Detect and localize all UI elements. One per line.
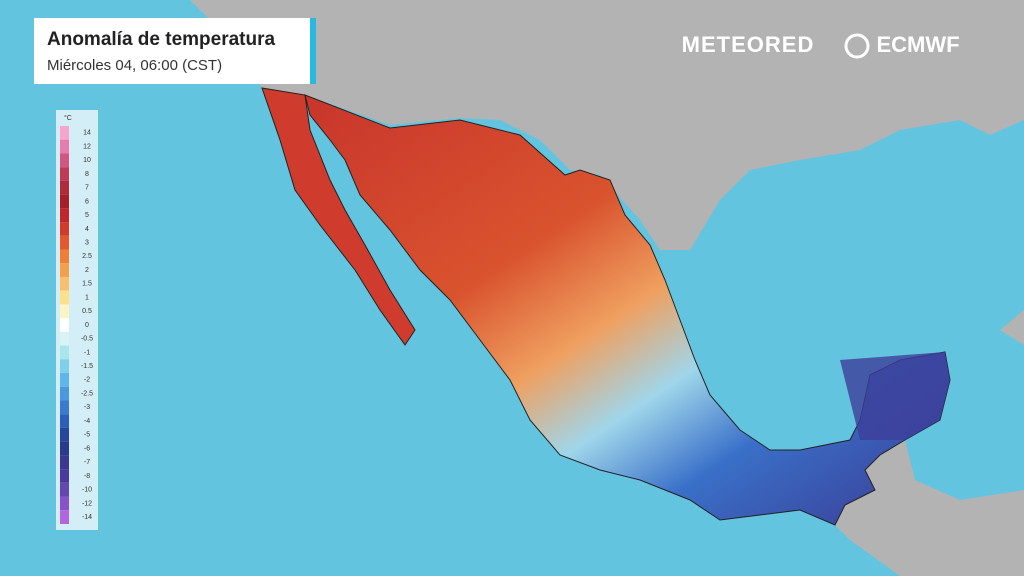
legend-swatch [60, 331, 69, 346]
legend-label: 8 [85, 171, 89, 178]
legend-label: 12 [83, 143, 91, 150]
legend-label: -1 [84, 349, 90, 356]
legend-swatch [60, 441, 69, 456]
legend-label: -4 [84, 418, 90, 425]
legend-swatch [60, 263, 69, 277]
legend: 14 12 10 8 7 6 5 4 3 2.5 2 1.5 1 0.5 0 -0.5 -1 -1.5 -2 -2.5… [60, 126, 93, 524]
legend-swatch [60, 400, 69, 415]
legend-swatch [60, 235, 69, 250]
legend-label: 0 [85, 322, 89, 329]
legend-label: 5 [85, 212, 89, 219]
legend-label: -3 [84, 404, 90, 411]
legend-swatch [60, 318, 69, 332]
legend-swatch [60, 386, 69, 401]
legend-label: -2.5 [81, 390, 93, 397]
legend-swatch [60, 153, 69, 168]
legend-swatch [60, 345, 69, 360]
legend-label: 2 [85, 267, 89, 274]
legend-swatch [60, 373, 69, 387]
legend-swatch [60, 510, 69, 524]
legend-label: 14 [83, 130, 91, 137]
legend-label: 4 [85, 226, 89, 233]
legend-swatch [60, 167, 69, 181]
legend-label: -0.5 [81, 336, 93, 343]
legend-unit: °C [64, 114, 72, 122]
title-box [34, 18, 316, 84]
legend-swatch [60, 427, 69, 442]
legend-swatch [60, 455, 69, 470]
land-central-america [835, 440, 1024, 576]
title-accent [310, 18, 316, 84]
legend-label: -10 [82, 487, 92, 494]
legend-label: -6 [84, 445, 90, 452]
legend-swatch [60, 290, 69, 305]
legend-label: -7 [84, 459, 90, 466]
legend-label: -12 [82, 500, 92, 507]
legend-label: -5 [84, 432, 90, 439]
legend-swatch [60, 180, 69, 195]
land-baja-california [261, 87, 416, 346]
title: Anomalía de temperatura [47, 29, 275, 50]
yucatan-anomaly [840, 352, 950, 440]
legend-swatch [60, 194, 69, 209]
legend-label: 6 [85, 198, 89, 205]
legend-swatch [60, 126, 69, 140]
legend-label: 1 [85, 294, 89, 301]
legend-swatch [60, 482, 69, 497]
land-cuba [1000, 310, 1024, 345]
legend-swatch [60, 249, 69, 264]
legend-label: 1.5 [82, 281, 92, 288]
land-usa [190, 0, 1024, 250]
legend-label: -2 [84, 377, 90, 384]
legend-label: -14 [82, 514, 92, 521]
legend-label: 10 [83, 157, 91, 164]
legend-swatch [60, 208, 69, 223]
legend-swatch [60, 304, 69, 319]
legend-swatch [60, 496, 69, 511]
logo-meteored: METEORED [682, 32, 815, 57]
subtitle: Miércoles 04, 06:00 (CST) [47, 57, 222, 74]
logo-ecmwf: ECMWF [876, 32, 959, 57]
legend-swatch [60, 276, 69, 291]
legend-label: 0.5 [82, 308, 92, 315]
legend-swatch [60, 359, 69, 374]
legend-swatch [60, 469, 69, 483]
legend-label: -1.5 [81, 363, 93, 370]
logo-ecmwf-icon [844, 33, 870, 59]
legend-swatch [60, 222, 69, 236]
legend-swatch [60, 139, 69, 154]
legend-label: -8 [84, 473, 90, 480]
legend-swatch [60, 414, 69, 428]
legend-label: 3 [85, 239, 89, 246]
legend-label: 7 [85, 185, 89, 192]
legend-label: 2.5 [82, 253, 92, 260]
